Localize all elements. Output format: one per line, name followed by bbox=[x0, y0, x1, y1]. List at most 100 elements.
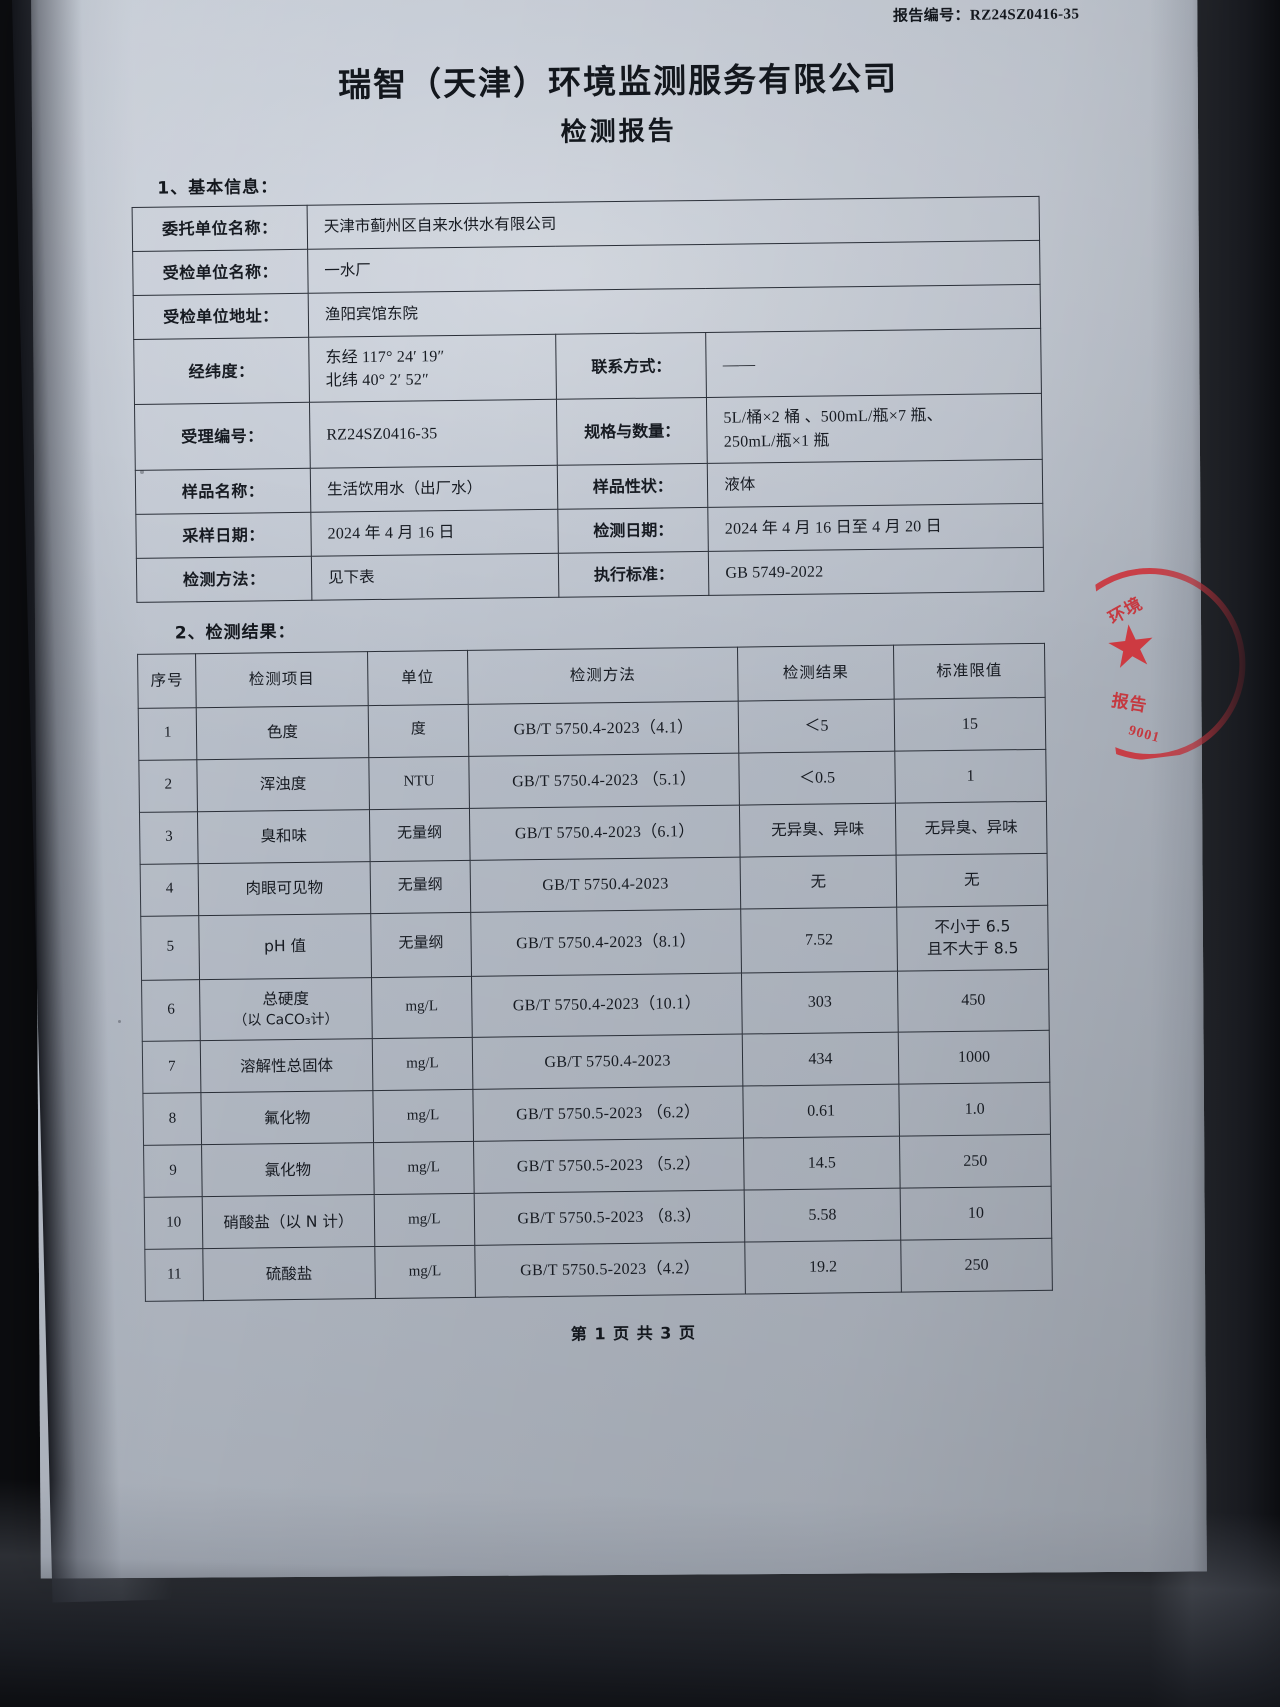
cell-result: ＜5 bbox=[738, 698, 895, 753]
table-row: 经纬度： 东经 117° 24′ 19″ 北纬 40° 2′ 52″ 联系方式：… bbox=[133, 328, 1042, 405]
cell-result: 14.5 bbox=[743, 1136, 901, 1191]
cell-method: GB/T 5750.4-2023 bbox=[472, 1034, 743, 1090]
cell-method: GB/T 5750.5-2023（4.2） bbox=[474, 1242, 746, 1298]
column-header-no: 序号 bbox=[137, 653, 197, 709]
cell-unit: 无量纲 bbox=[370, 912, 472, 978]
page-footer: 第 1 页 共 3 页 bbox=[570, 1323, 697, 1345]
cell-item: 硫酸盐 bbox=[203, 1247, 375, 1302]
sample-state-label: 样品性状： bbox=[557, 463, 709, 510]
cell-no: 8 bbox=[142, 1093, 202, 1146]
test-method-value: 见下表 bbox=[311, 553, 560, 601]
cell-limit: 250 bbox=[899, 1134, 1052, 1189]
inspected-name-label: 受检单位名称： bbox=[132, 249, 309, 296]
cell-method: GB/T 5750.4-2023（4.1） bbox=[468, 700, 739, 757]
standard-value: GB 5749-2022 bbox=[708, 547, 1044, 596]
results-body: 1 色度度 GB/T 5750.4-2023（4.1） ＜5 15 2 浑浊度 NTU GB/T… bbox=[138, 697, 1053, 1302]
cell-no: 2 bbox=[138, 759, 198, 813]
cell-no: 11 bbox=[144, 1249, 204, 1302]
cell-method: GB/T 5750.5-2023 （5.2） bbox=[473, 1138, 745, 1194]
table-row: 11 硫酸盐 mg/L GB/T 5750.5-2023（4.2） 19.2 250 bbox=[144, 1238, 1053, 1302]
cell-limit: 无异臭、异味 bbox=[895, 801, 1048, 855]
cell-no: 1 bbox=[138, 707, 198, 761]
coordinates-label: 经纬度： bbox=[133, 337, 310, 405]
cell-no: 3 bbox=[139, 811, 199, 865]
sampling-date-value: 2024 年 4 月 16 日 bbox=[310, 509, 559, 557]
cell-unit: mg/L bbox=[371, 976, 473, 1040]
table-row: 6 总硬度 （以 CaCO₃计） mg/L GB/T 5750.4-2023（10.1）… bbox=[141, 968, 1050, 1042]
document-type-title: 检测报告 bbox=[560, 116, 677, 148]
cell-limit: 不小于 6.5 且不大于 8.5 bbox=[896, 905, 1049, 971]
cell-unit: mg/L bbox=[372, 1089, 474, 1144]
column-header-limit: 标准限值 bbox=[893, 643, 1046, 699]
cell-limit: 1 bbox=[894, 749, 1047, 803]
standard-label: 执行标准： bbox=[558, 551, 710, 598]
cell-result: 434 bbox=[742, 1032, 899, 1087]
coordinates-value: 东经 117° 24′ 19″ 北纬 40° 2′ 52″ bbox=[308, 334, 557, 403]
cell-unit: mg/L bbox=[371, 1037, 474, 1092]
cell-unit: mg/L bbox=[373, 1193, 475, 1248]
cell-unit: mg/L bbox=[373, 1141, 475, 1196]
cell-unit: 无量纲 bbox=[368, 808, 471, 862]
cell-result: 19.2 bbox=[744, 1240, 902, 1295]
cell-unit: mg/L bbox=[374, 1245, 476, 1300]
cell-method: GB/T 5750.4-2023 （5.1） bbox=[468, 752, 740, 809]
cell-limit: 15 bbox=[894, 697, 1046, 751]
cell-limit: 1000 bbox=[898, 1030, 1050, 1085]
cell-item: pH 值 bbox=[199, 913, 372, 980]
cell-method: GB/T 5750.5-2023 （6.2） bbox=[473, 1086, 744, 1142]
coordinates-latitude: 北纬 40° 2′ 52″ bbox=[325, 371, 429, 390]
report-number-label: 报告编号： bbox=[892, 5, 971, 25]
cell-method: GB/T 5750.4-2023（10.1） bbox=[471, 972, 743, 1038]
cell-limit: 10 bbox=[900, 1186, 1052, 1241]
basic-info-table: 委托单位名称： 天津市蓟州区自来水供水有限公司 受检单位名称： 一水厂 受检单位… bbox=[132, 196, 1045, 603]
inspected-address-label: 受检单位地址： bbox=[133, 293, 309, 340]
cell-item: 总硬度 （以 CaCO₃计） bbox=[199, 977, 372, 1042]
client-name-label: 委托单位名称： bbox=[132, 205, 308, 252]
sample-name-label: 样品名称： bbox=[135, 468, 311, 515]
sample-state-value: 液体 bbox=[707, 459, 1043, 508]
acceptance-no-label: 受理编号： bbox=[134, 402, 311, 471]
cell-item: 氯化物 bbox=[201, 1143, 374, 1198]
cell-limit: 450 bbox=[897, 968, 1050, 1033]
cell-no: 10 bbox=[144, 1197, 204, 1250]
column-header-unit: 单位 bbox=[367, 650, 469, 706]
cell-limit: 1.0 bbox=[898, 1082, 1051, 1137]
spec-quantity-value: 5L/桶×2 桶 、500mL/瓶×7 瓶、 250mL/瓶×1 瓶 bbox=[706, 393, 1043, 464]
cell-unit: NTU bbox=[368, 756, 470, 810]
cell-no: 9 bbox=[143, 1145, 203, 1198]
spec-quantity-label: 规格与数量： bbox=[556, 397, 708, 466]
coordinates-longitude: 东经 117° 24′ 19″ bbox=[325, 348, 445, 367]
cell-method: GB/T 5750.5-2023 （8.3） bbox=[474, 1190, 745, 1246]
paper-sheet: 报告编号：RZ24SZ0416-35 瑞智（天津）环境监测服务有限公司 检测报告… bbox=[11, 0, 1207, 1603]
test-method-label: 检测方法： bbox=[136, 556, 312, 603]
paper-speck bbox=[140, 470, 144, 474]
cell-item: 色度 bbox=[196, 705, 369, 760]
contact-label: 联系方式： bbox=[555, 332, 707, 400]
cell-limit: 250 bbox=[900, 1238, 1053, 1293]
cell-item: 硝酸盐（以 N 计） bbox=[202, 1195, 375, 1250]
section-heading-basic-info: 1、基本信息： bbox=[157, 177, 279, 199]
cell-method: GB/T 5750.4-2023（6.1） bbox=[469, 804, 741, 861]
spec-quantity-line2: 250mL/瓶×1 瓶 bbox=[723, 432, 830, 451]
cell-method: GB/T 5750.4-2023（8.1） bbox=[470, 908, 742, 977]
cell-item: 肉眼可见物 bbox=[198, 861, 371, 916]
sample-name-value: 生活饮用水（出厂水） bbox=[310, 465, 559, 513]
cell-unit: 度 bbox=[367, 704, 469, 758]
cell-no: 7 bbox=[142, 1041, 202, 1094]
report-document: 报告编号：RZ24SZ0416-35 瑞智（天津）环境监测服务有限公司 检测报告… bbox=[97, 2, 1153, 1351]
column-header-method: 检测方法 bbox=[467, 646, 739, 705]
sampling-date-label: 采样日期： bbox=[135, 512, 312, 559]
cell-limit: 无 bbox=[896, 853, 1048, 907]
column-header-item: 检测项目 bbox=[195, 651, 368, 708]
table-row: 5 pH 值无量纲 GB/T 5750.4-2023（8.1） 7.52 不小于 6.5… bbox=[140, 905, 1049, 981]
results-table: 序号 检测项目 单位 检测方法 检测结果 标准限值 1 色度度 GB/T 5750.… bbox=[137, 643, 1053, 1303]
cell-item: 氟化物 bbox=[201, 1091, 374, 1146]
column-header-result: 检测结果 bbox=[737, 644, 895, 701]
cell-no: 4 bbox=[140, 863, 200, 917]
cell-result: 7.52 bbox=[740, 906, 898, 973]
cell-result: 无 bbox=[740, 854, 897, 909]
cell-unit: 无量纲 bbox=[369, 860, 471, 914]
cell-no: 6 bbox=[141, 979, 201, 1042]
cell-result: ＜0.5 bbox=[738, 750, 896, 805]
